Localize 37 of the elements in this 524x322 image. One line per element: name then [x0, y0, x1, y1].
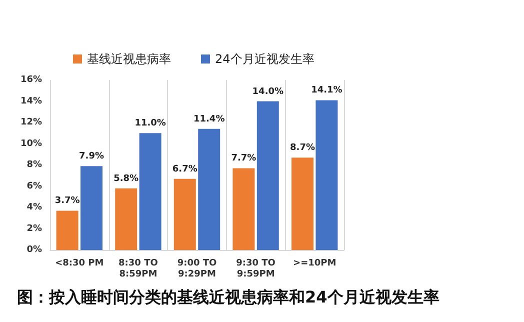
data-label: 14.1% — [311, 86, 342, 96]
data-label: 11.0% — [134, 118, 166, 129]
data-label: 5.8% — [114, 174, 139, 184]
y-tick-label: 4% — [26, 202, 42, 212]
y-tick-label: 6% — [26, 181, 42, 192]
data-label: 11.4% — [193, 114, 225, 124]
text: 图：按入睡时间分类的基线近视患病率和24个月近视发生率 — [17, 288, 440, 306]
bar — [174, 178, 196, 250]
legend-label: 24个月近视发生率 — [215, 52, 314, 66]
bar — [316, 100, 338, 250]
data-label: 8.7% — [290, 143, 315, 154]
bar — [232, 168, 255, 250]
y-tick-label: 16% — [20, 75, 42, 85]
data-label: 7.9% — [79, 152, 104, 162]
bar — [139, 133, 162, 250]
y-tick-label: 14% — [20, 96, 42, 106]
data-label: 3.7% — [54, 196, 80, 206]
bar — [256, 101, 279, 250]
legend-label: 基线近视患病率 — [87, 52, 171, 66]
bar — [292, 158, 314, 250]
x-tick-label: 9:30 TO 9:59PM — [236, 258, 276, 280]
y-tick-label: 12% — [20, 118, 42, 128]
x-tick-label: >=10PM — [293, 258, 336, 268]
x-tick-label: 8:30 TO 8:59PM — [118, 258, 158, 280]
bar — [56, 210, 78, 250]
data-label: 14.0% — [252, 86, 284, 97]
bar — [115, 188, 138, 250]
y-tick-label: 8% — [26, 160, 42, 170]
x-tick-label: 9:00 TO 9:29PM — [177, 258, 217, 280]
bar — [80, 166, 102, 250]
y-tick-label: 0% — [26, 245, 42, 255]
data-label: 6.7% — [172, 164, 198, 174]
y-tick-label: 2% — [26, 224, 42, 234]
y-tick-label: 10% — [20, 138, 42, 149]
x-tick-label: <8:30 PM — [55, 258, 104, 268]
bar — [198, 128, 220, 250]
data-label: 7.7% — [231, 154, 256, 164]
